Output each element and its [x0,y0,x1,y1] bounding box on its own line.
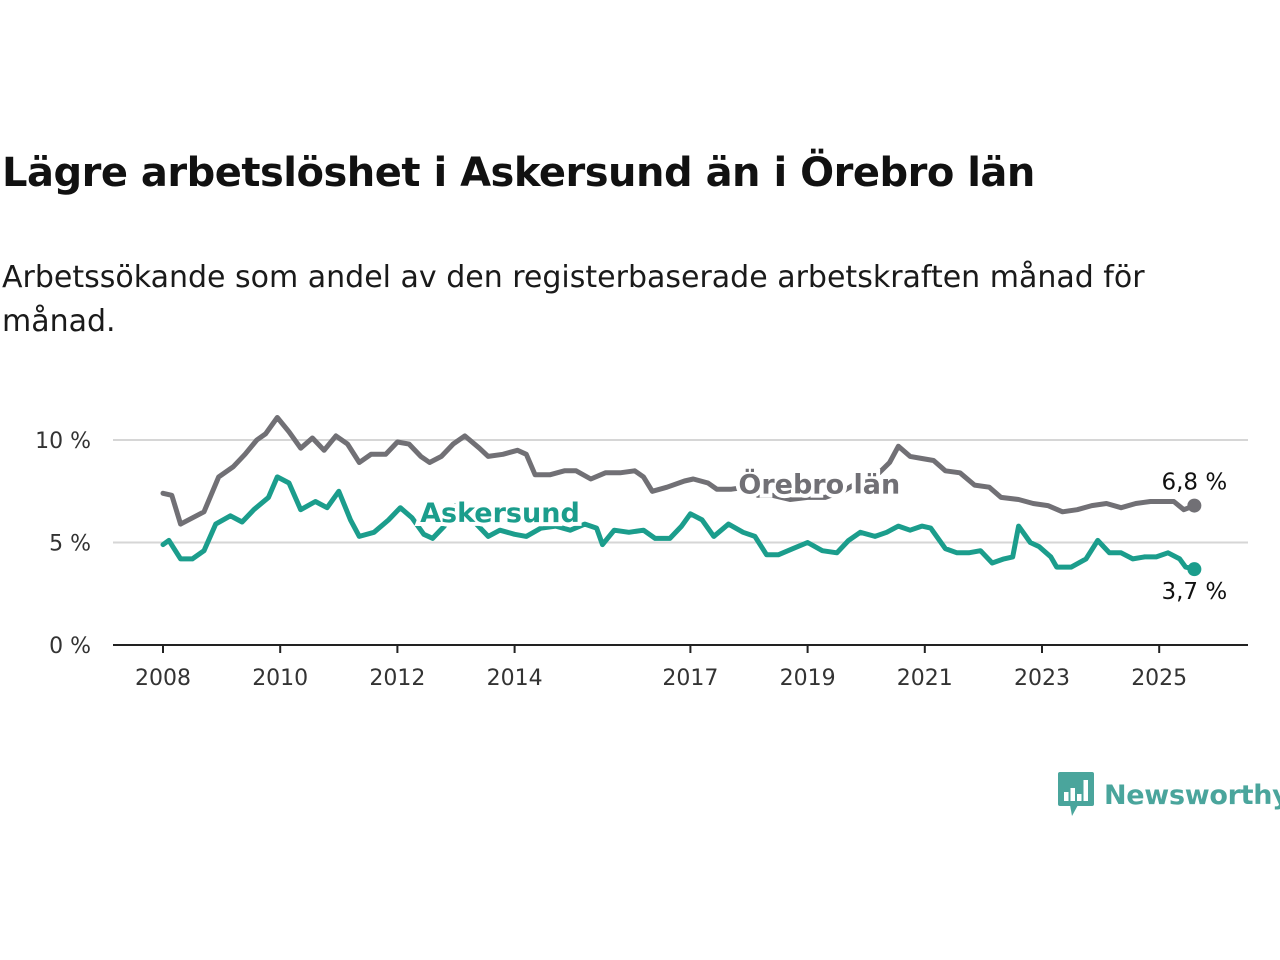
series-name-label: Örebro län [738,467,900,500]
x-tick-label: 2014 [487,666,543,691]
y-axis-ticks: 0 % 5 % 10 % [35,429,91,659]
series-name-label: Askersund [420,498,580,529]
x-tick-label: 2008 [135,666,191,691]
series-labels: 6,8 % 3,7 % Örebro län Askersund [416,463,1230,608]
chart-title: Lägre arbetslöshet i Askersund än i Öreb… [2,150,1035,196]
x-tick-label: 2010 [252,666,308,691]
y-tick-label: 5 % [49,532,91,557]
y-tick-label: 10 % [35,429,91,454]
y-tick-label: 0 % [49,634,91,659]
x-tick-label: 2017 [662,666,718,691]
series-end-marker [1187,562,1202,577]
x-tick-label: 2023 [1014,666,1070,691]
series-end-marker [1187,498,1202,513]
x-tick-label: 2012 [369,666,425,691]
newsworthy-logo: Newsworthy [1058,772,1280,818]
x-tick-label: 2025 [1131,666,1187,691]
x-tick-label: 2021 [897,666,953,691]
x-axis: 2008 2010 2012 2014 2017 2019 2021 2023 2025 [113,644,1248,691]
bar-chart-speech-bubble-icon [1058,772,1094,816]
series-end-label: 6,8 % [1161,470,1227,496]
gridlines [113,439,1248,544]
series-line-askersund [160,474,1197,572]
series-line-orebro-lan [160,415,1197,527]
series-lines [160,415,1202,577]
chart-subtitle: Arbetssökande som andel av den registerb… [2,260,1145,339]
line-chart: 0 %5 %10 % 2008 2010 2012 2014 2017 2019 2021 2… [35,415,1248,691]
brand-name: Newsworthy [1104,779,1280,811]
series-end-label: 3,7 % [1161,579,1227,605]
x-tick-label: 2019 [780,666,836,691]
